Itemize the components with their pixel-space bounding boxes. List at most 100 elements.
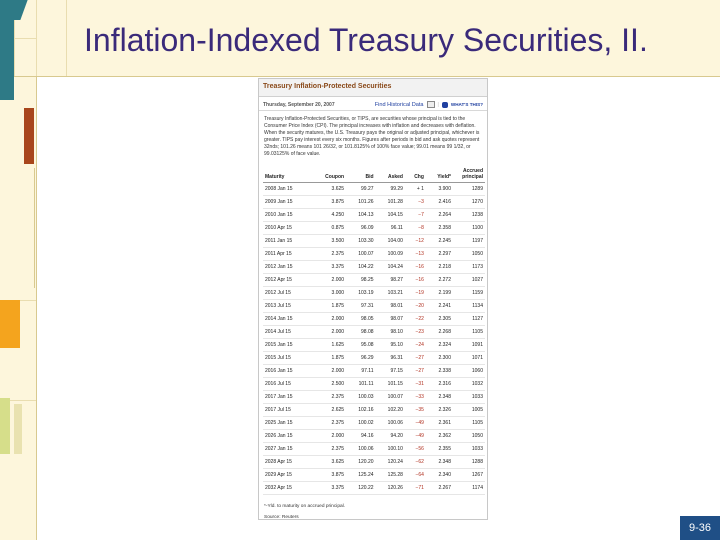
cell-bid: 100.07	[346, 247, 376, 261]
cell-bid: 100.03	[346, 390, 376, 404]
tips-table: Maturity Coupon Bid Asked Chg Yield* Acc…	[263, 162, 485, 495]
find-historical-data-link[interactable]: Find Historical Data	[374, 101, 424, 108]
table-row: 2011 Apr 15 2.375 100.07 100.09 −13 2.297 1050	[263, 247, 485, 261]
cell-maturity: 2010 Apr 15	[263, 221, 312, 235]
cell-coupon: 2.000	[311, 312, 347, 326]
cell-bid: 99.27	[346, 182, 376, 196]
cell-yield: 2.416	[425, 195, 453, 209]
cell-yield: 2.218	[425, 260, 453, 274]
cell-bid: 103.19	[346, 286, 376, 300]
cell-maturity: 2009 Jan 15	[263, 195, 312, 209]
cell-chg: −16	[404, 260, 426, 274]
cell-chg: + 1	[404, 182, 426, 196]
cell-coupon: 2.000	[311, 325, 347, 339]
table-row: 2012 Jan 15 3.375 104.22 104.24 −16 2.218 1173	[263, 260, 485, 274]
cell-yield: 2.338	[425, 364, 453, 378]
table-row: 2012 Apr 15 2.000 98.25 98.27 −16 2.272 1027	[263, 273, 485, 287]
cell-chg: −56	[404, 442, 426, 456]
cell-accrued: 1105	[453, 325, 485, 339]
cell-maturity: 2017 Jul 15	[263, 403, 312, 417]
decor-grid-line	[66, 0, 67, 76]
cell-yield: 2.300	[425, 351, 453, 365]
whats-this-link[interactable]: WHAT'S THIS?	[450, 102, 483, 107]
table-row: 2008 Jan 15 3.625 99.27 99.29 + 1 3.900 1289	[263, 182, 485, 196]
cell-yield: 2.241	[425, 299, 453, 313]
cell-asked: 125.28	[375, 468, 405, 482]
col-header-asked: Asked	[375, 162, 405, 183]
cell-coupon: 2.375	[311, 247, 347, 261]
cell-maturity: 2008 Jan 15	[263, 182, 312, 196]
yield-footnote: *-Yld. to maturity on accrued principal.	[264, 504, 346, 509]
cell-accrued: 1159	[453, 286, 485, 300]
cell-maturity: 2016 Jan 15	[263, 364, 312, 378]
cell-chg: −64	[404, 468, 426, 482]
article-subheader: Thursday, September 20, 2007 Find Histor…	[259, 97, 487, 111]
cell-coupon: 2.000	[311, 273, 347, 287]
cell-yield: 2.245	[425, 234, 453, 248]
cell-bid: 97.31	[346, 299, 376, 313]
info-icon	[441, 101, 448, 108]
decor-orange-block	[0, 300, 20, 348]
cell-asked: 120.24	[375, 455, 405, 469]
cell-chg: −19	[404, 286, 426, 300]
cell-chg: −31	[404, 377, 426, 391]
table-header-row: Maturity Coupon Bid Asked Chg Yield* Acc…	[263, 162, 485, 183]
cell-yield: 2.358	[425, 221, 453, 235]
decor-grid-line	[36, 0, 37, 76]
cell-chg: −7	[404, 208, 426, 222]
cell-yield: 2.348	[425, 455, 453, 469]
cell-maturity: 2027 Jan 15	[263, 442, 312, 456]
cell-chg: −49	[404, 416, 426, 430]
cell-yield: 2.316	[425, 377, 453, 391]
cell-coupon: 3.875	[311, 195, 347, 209]
cell-asked: 99.29	[375, 182, 405, 196]
cell-maturity: 2011 Apr 15	[263, 247, 312, 261]
cell-asked: 100.06	[375, 416, 405, 430]
table-row: 2010 Jan 15 4.250 104.13 104.15 −7 2.264 1238	[263, 208, 485, 222]
cell-coupon: 2.500	[311, 377, 347, 391]
cell-chg: −49	[404, 429, 426, 443]
cell-asked: 98.27	[375, 273, 405, 287]
cell-coupon: 2.375	[311, 390, 347, 404]
cell-asked: 120.26	[375, 481, 405, 495]
col-header-maturity: Maturity	[263, 162, 312, 183]
cell-coupon: 3.000	[311, 286, 347, 300]
article-intro: Treasury Inflation-Protected Securities,…	[264, 116, 480, 157]
cell-asked: 103.21	[375, 286, 405, 300]
cell-accrued: 1027	[453, 273, 485, 287]
cell-bid: 120.20	[346, 455, 376, 469]
cell-bid: 104.13	[346, 208, 376, 222]
cell-accrued: 1267	[453, 468, 485, 482]
table-row: 2017 Jan 15 2.375 100.03 100.07 −33 2.348 1033	[263, 390, 485, 404]
table-row: 2011 Jan 15 3.500 103.30 104.00 −12 2.245 1197	[263, 234, 485, 248]
cell-coupon: 1.875	[311, 351, 347, 365]
cell-accrued: 1033	[453, 390, 485, 404]
cell-asked: 104.15	[375, 208, 405, 222]
source-note: Source: Reuters	[264, 515, 299, 520]
cell-chg: −12	[404, 234, 426, 248]
slide-page-number: 9-36	[680, 516, 720, 540]
cell-coupon: 0.875	[311, 221, 347, 235]
cell-chg: −23	[404, 325, 426, 339]
slide-header-band	[0, 0, 720, 76]
cell-yield: 2.272	[425, 273, 453, 287]
cell-maturity: 2016 Jul 15	[263, 377, 312, 391]
cell-chg: −3	[404, 195, 426, 209]
cell-yield: 2.355	[425, 442, 453, 456]
tips-article: Treasury Inflation-Protected Securities …	[258, 78, 488, 520]
cell-coupon: 4.250	[311, 208, 347, 222]
decor-pale-block	[14, 404, 22, 454]
cell-accrued: 1033	[453, 442, 485, 456]
cell-accrued: 1032	[453, 377, 485, 391]
cell-chg: −22	[404, 312, 426, 326]
table-row: 2009 Jan 15 3.875 101.26 101.28 −3 2.416 1270	[263, 195, 485, 209]
decor-rust-block	[24, 108, 34, 164]
slide-frame-line	[0, 76, 720, 77]
cell-asked: 97.15	[375, 364, 405, 378]
cell-asked: 96.31	[375, 351, 405, 365]
table-row: 2010 Apr 15 0.875 96.09 96.11 −8 2.358 1100	[263, 221, 485, 235]
cell-asked: 102.20	[375, 403, 405, 417]
cell-coupon: 3.625	[311, 455, 347, 469]
link-separator: |	[437, 101, 439, 108]
article-footer: *-Yld. to maturity on accrued principal.…	[259, 495, 487, 523]
